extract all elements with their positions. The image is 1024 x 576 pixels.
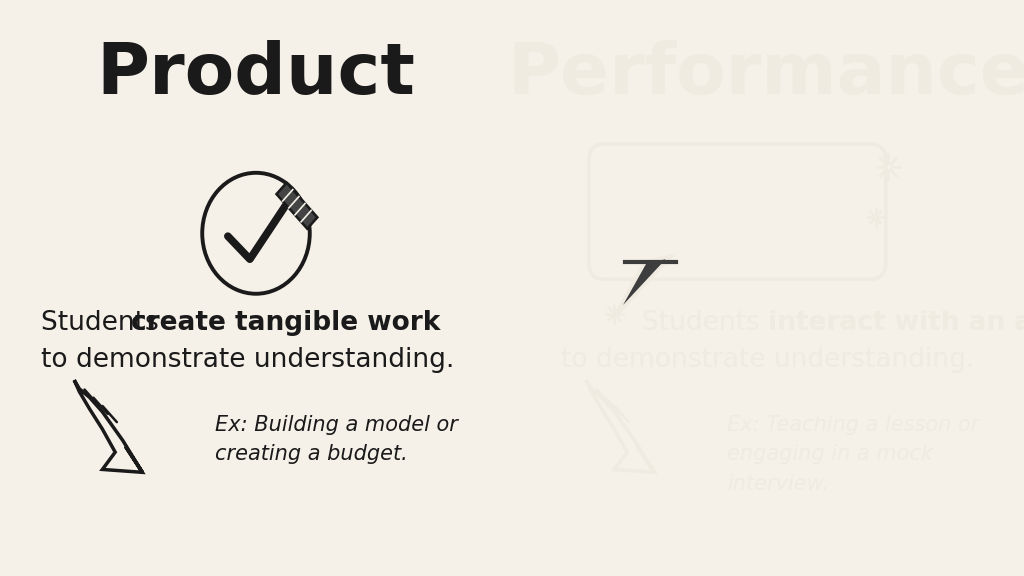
- Text: Students: Students: [41, 309, 167, 336]
- Text: Performance: Performance: [507, 40, 1024, 109]
- Text: to demonstrate understanding.: to demonstrate understanding.: [41, 347, 455, 373]
- Text: Students: Students: [642, 309, 768, 336]
- Text: Product: Product: [96, 40, 416, 109]
- Text: Ex: Building a model or
creating a budget.: Ex: Building a model or creating a budge…: [215, 415, 458, 464]
- Text: to demonstrate understanding.: to demonstrate understanding.: [561, 347, 975, 373]
- Text: create tangible work: create tangible work: [131, 309, 440, 336]
- Text: Ex: Teaching a lesson or
engaging in a mock
interview.: Ex: Teaching a lesson or engaging in a m…: [727, 415, 979, 494]
- Text: interact with an audience: interact with an audience: [768, 309, 1024, 336]
- Polygon shape: [276, 183, 317, 229]
- Polygon shape: [614, 256, 671, 317]
